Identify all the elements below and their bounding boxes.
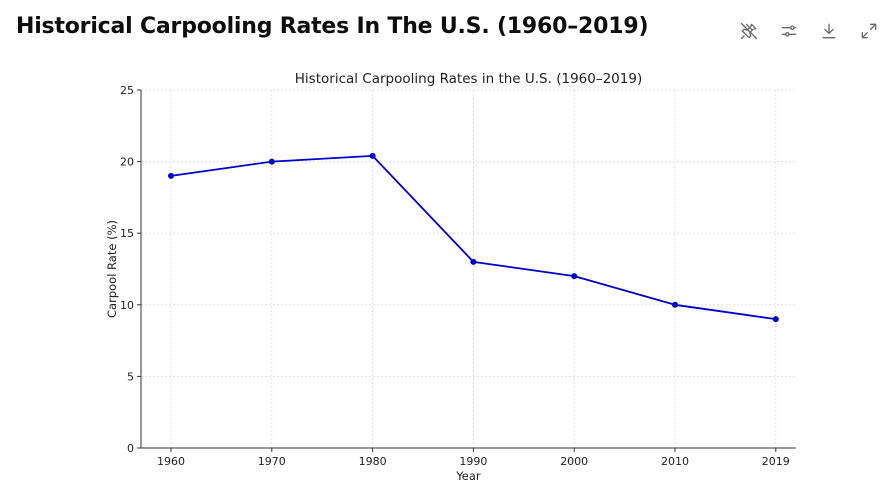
y-tick-label: 15 [120, 227, 134, 240]
axes [137, 89, 796, 452]
y-tick-label: 10 [120, 299, 134, 312]
x-tick-label: 2010 [661, 455, 689, 468]
x-tick-label: 1970 [258, 455, 286, 468]
tick-labels: 0 5 10 15 20 25 1960 1970 1980 1990 2000 2010 2019 [120, 84, 790, 468]
expand-button[interactable] [855, 18, 883, 44]
y-tick-label: 0 [127, 442, 134, 455]
pin-off-icon [740, 22, 758, 40]
chart-toolbar [735, 18, 883, 44]
download-icon [822, 23, 836, 39]
y-tick-label: 5 [127, 370, 134, 383]
data-point [470, 258, 477, 265]
data-point [268, 158, 275, 165]
y-tick-label: 20 [120, 156, 134, 169]
unpin-chart-button[interactable] [735, 18, 763, 44]
grid [141, 89, 796, 449]
page-title: Historical Carpooling Rates In The U.S. … [16, 14, 649, 39]
download-button[interactable] [815, 18, 843, 44]
chart-settings-button[interactable] [775, 18, 803, 44]
x-tick-label: 1980 [359, 455, 387, 468]
data-point [369, 152, 376, 159]
x-tick-label: 2000 [560, 455, 588, 468]
series [168, 152, 779, 323]
expand-icon [861, 23, 877, 39]
x-tick-label: 1990 [459, 455, 487, 468]
x-tick-label: 1960 [157, 455, 185, 468]
y-axis-label: Carpool Rate (%) [105, 220, 119, 318]
data-point [168, 172, 174, 179]
line-chart: Historical Carpooling Rates in the U.S. … [105, 71, 796, 483]
data-point [772, 316, 779, 323]
data-point [571, 273, 578, 280]
x-tick-label: 2019 [762, 455, 790, 468]
data-point [672, 301, 678, 308]
y-tick-label: 25 [120, 84, 134, 97]
chart-title: Historical Carpooling Rates in the U.S. … [295, 71, 642, 87]
x-axis-label: Year [455, 469, 481, 483]
sliders-icon [781, 25, 797, 37]
